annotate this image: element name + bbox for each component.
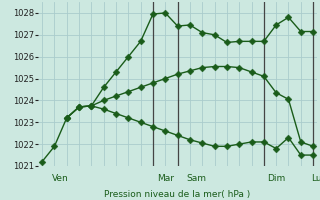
Text: Dim: Dim (267, 174, 285, 183)
Text: Ven: Ven (52, 174, 69, 183)
Text: Lun: Lun (311, 174, 320, 183)
Text: Pression niveau de la mer( hPa ): Pression niveau de la mer( hPa ) (104, 190, 251, 199)
Text: Mar: Mar (157, 174, 174, 183)
Text: Sam: Sam (186, 174, 206, 183)
